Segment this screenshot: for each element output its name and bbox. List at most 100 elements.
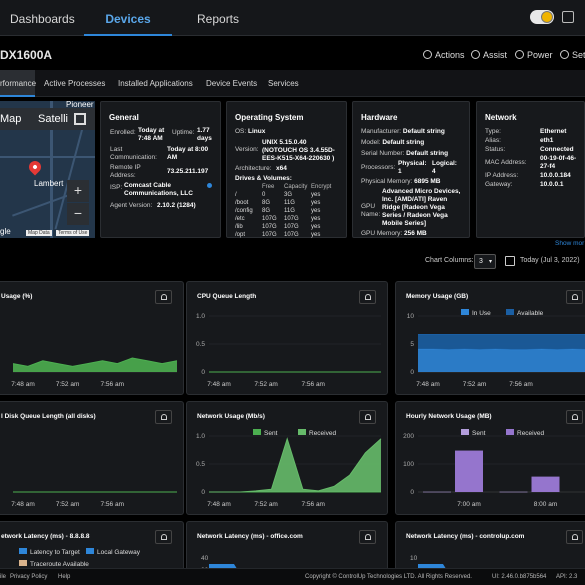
status-value: Connected	[540, 146, 574, 153]
calculator-icon[interactable]	[562, 11, 574, 23]
memory-usage-panel: Memory Usage (GB) In Use Available 10 5 0 7:48…	[395, 281, 585, 395]
bar	[531, 476, 560, 492]
map-google-logo: gle	[0, 227, 11, 236]
settings-button[interactable]: Set	[560, 50, 585, 60]
map-terms-link[interactable]: Terms of Use	[56, 230, 90, 236]
ui-version: UI: 2.46.0.b875b564	[492, 574, 547, 580]
tab-performance[interactable]: rformance	[0, 70, 36, 97]
fullscreen-icon[interactable]	[74, 113, 86, 125]
gear-icon	[560, 50, 569, 59]
show-more-link[interactable]: Show mor	[555, 240, 585, 247]
date-picker[interactable]: Today (Jul 3, 2022)	[520, 257, 580, 264]
bell-icon[interactable]	[566, 290, 583, 304]
bell-icon[interactable]	[566, 410, 583, 424]
drives-cell: /boot	[235, 200, 249, 206]
series-area	[418, 349, 585, 372]
gpu-name-label: GPU Name:	[361, 203, 381, 218]
actions-button[interactable]: Actions	[423, 50, 465, 60]
serial-row: Serial Number: Default string	[361, 150, 449, 157]
gpu-memory-row: GPU Memory: 256 MB	[361, 230, 427, 237]
mac-label: MAC Address:	[485, 159, 527, 166]
bell-icon[interactable]	[359, 530, 376, 544]
power-button[interactable]: Power	[515, 50, 553, 60]
legend-swatch	[506, 309, 514, 315]
x-tick-label: 7:52 am	[56, 501, 80, 508]
nav-reports[interactable]: Reports	[197, 12, 240, 26]
tab-device-events[interactable]: Device Events	[206, 79, 258, 88]
chart-svg: 7:48 am 7:52 am 7:56 am	[11, 357, 178, 388]
footer-left: ile	[0, 574, 7, 580]
map-type-satellite[interactable]: Satelli	[38, 113, 68, 125]
zoom-out-button[interactable]: −	[67, 203, 89, 225]
disk-queue-panel: l Disk Queue Length (all disks) 7:48 am 7:…	[0, 401, 184, 515]
map-place-label: Pioneer	[66, 101, 94, 109]
help-link[interactable]: Help	[58, 574, 71, 580]
bell-icon[interactable]	[566, 530, 583, 544]
cpu-usage-panel: Usage (%) 7:48 am 7:52 am 7:56 am	[0, 281, 184, 395]
y-tick-label: 0	[410, 369, 414, 376]
map-type-map[interactable]: Map	[0, 113, 22, 125]
bell-icon[interactable]	[359, 290, 376, 304]
chart-title: Memory Usage (GB)	[406, 293, 469, 300]
x-tick-label: 8:00 am	[534, 501, 558, 508]
bell-icon[interactable]	[359, 410, 376, 424]
copyright-text: Copyright © ControlUp Technologies LTD. …	[305, 574, 472, 580]
drives-cell: 107G	[284, 232, 299, 238]
last-communication-label: Last Communication:	[110, 146, 157, 161]
tab-active-processes[interactable]: Active Processes	[44, 79, 106, 88]
manufacturer-row: Manufacturer: Default string	[361, 128, 445, 135]
tab-services[interactable]: Services	[268, 79, 299, 88]
legend-label: In Use	[472, 310, 491, 317]
nav-devices[interactable]: Devices	[84, 0, 172, 36]
chart-columns-select[interactable]: 3 ▾	[474, 254, 496, 269]
chart-title: Network Latency (ms) - controlup.com	[406, 533, 525, 540]
calendar-icon[interactable]	[505, 256, 515, 266]
bar	[499, 491, 528, 493]
drives-cell: 3G	[284, 192, 293, 198]
gpu-name-value: Advanced Micro Devices, Inc. [AMD/ATI] R…	[382, 188, 461, 227]
gateway-label: Gateway:	[485, 181, 513, 188]
x-tick-label: 7:48 am	[207, 501, 231, 508]
bell-icon[interactable]	[155, 290, 172, 304]
api-version: API: 2.3	[556, 574, 578, 580]
legend-swatch	[461, 429, 469, 435]
drives-cell: 8G	[262, 200, 271, 206]
zoom-in-button[interactable]: +	[67, 180, 89, 202]
chevron-down-icon: ▾	[488, 259, 492, 265]
series-line	[209, 437, 382, 493]
hardware-title: Hardware	[361, 113, 398, 122]
drives-cell: /opt	[235, 232, 246, 238]
drives-cell: yes	[311, 200, 321, 206]
chart-title: Usage (%)	[1, 293, 33, 300]
y-tick-label: 1.0	[196, 313, 205, 320]
chart-columns-label: Chart Columns:	[425, 257, 474, 264]
drives-cell: 107G	[262, 216, 277, 222]
theme-toggle[interactable]	[530, 10, 554, 24]
bell-icon[interactable]	[155, 530, 172, 544]
memory-row: Physical Memory: 6895 MB	[361, 178, 441, 185]
legend-label: Local Gateway	[97, 549, 141, 556]
isp-value: Comcast Cable Communications, LLC	[124, 182, 193, 197]
sun-icon	[541, 11, 553, 23]
legend-label: Received	[517, 430, 544, 437]
general-title: General	[109, 113, 139, 122]
agent-version-value: 2.10.2 (1284)	[157, 202, 196, 209]
chart-svg: 1.0 0.5 07:48 am 7:52 am 7:56 am	[196, 313, 381, 388]
legend-label: Sent	[264, 430, 278, 437]
x-tick-label: 7:56 am	[101, 381, 125, 388]
x-tick-label: 7:52 am	[254, 381, 278, 388]
y-tick-label: 10	[410, 555, 418, 562]
assist-button[interactable]: Assist	[471, 50, 507, 60]
map-data-link[interactable]: Map Data	[26, 230, 52, 236]
privacy-policy-link[interactable]: Privacy Policy	[10, 574, 48, 580]
drives-cell: 107G	[262, 232, 277, 238]
bell-icon[interactable]	[155, 410, 172, 424]
nav-dashboards[interactable]: Dashboards	[10, 12, 75, 26]
top-navigation-bar: Dashboards Devices Reports	[0, 0, 585, 36]
chart-title: Network Usage (Mb/s)	[197, 413, 265, 420]
os-title: Operating System	[235, 113, 304, 122]
info-icon[interactable]	[207, 183, 212, 188]
last-communication-value: Today at 8:00 AM	[167, 146, 209, 161]
version-value: UNIX 5.15.0.40 (NOTOUCH OS 3.4.55D-EES-K…	[262, 139, 335, 162]
tab-installed-applications[interactable]: Installed Applications	[118, 79, 193, 88]
